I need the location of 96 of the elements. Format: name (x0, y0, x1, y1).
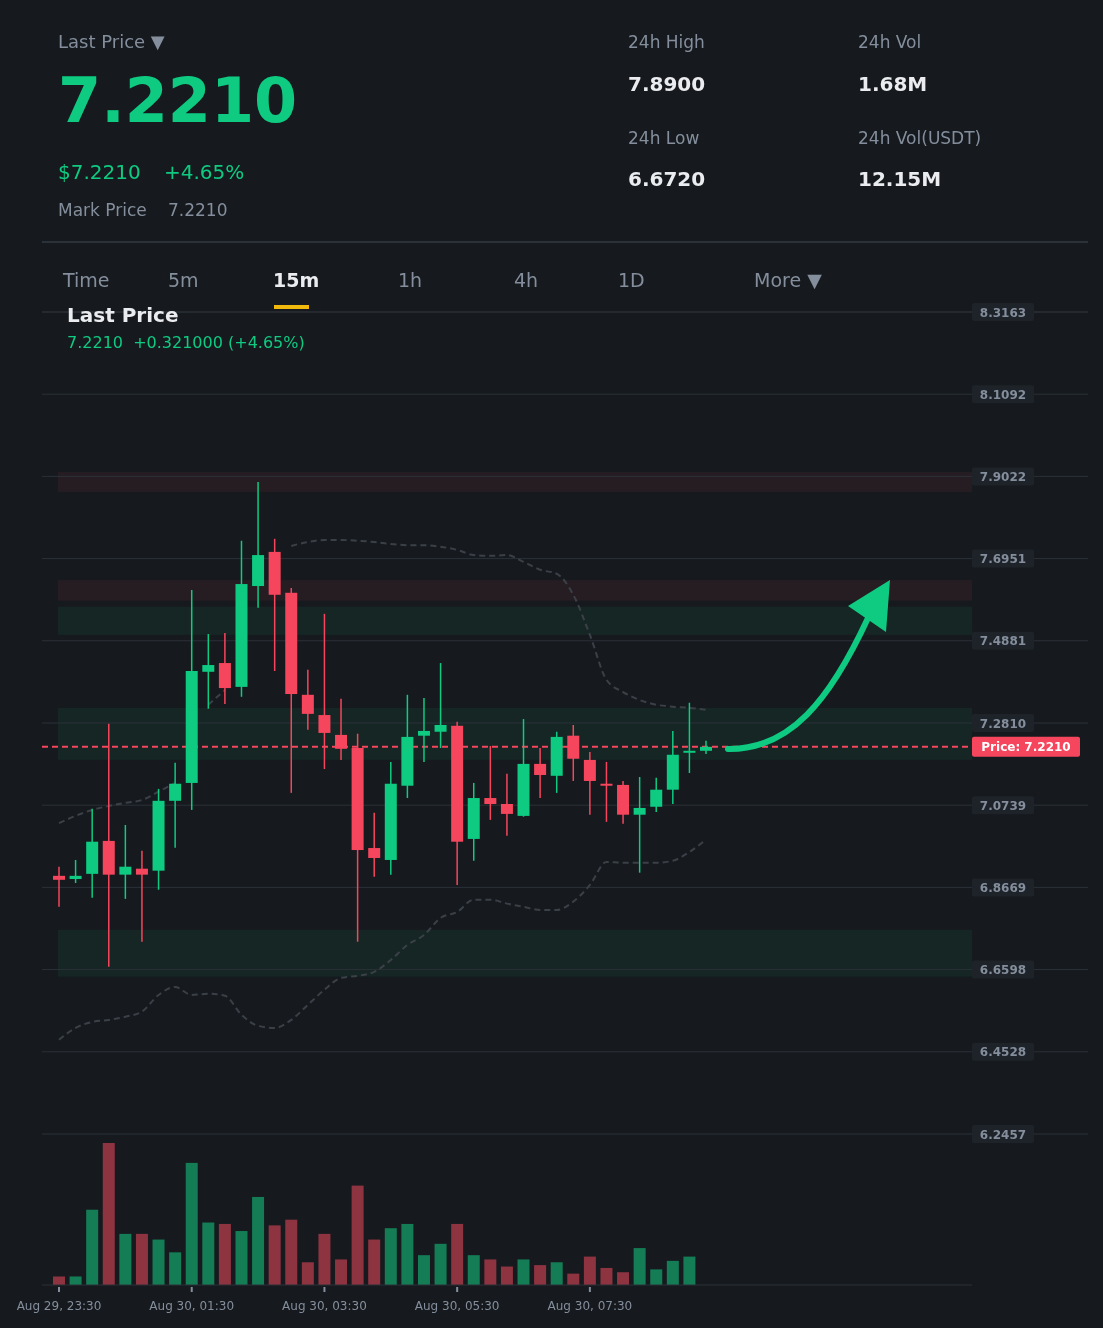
text: 7.2210 +0.321000 (+4.65%) (67, 333, 305, 352)
bar (583, 1256, 596, 1285)
bar (301, 1262, 314, 1285)
text: Time (62, 269, 110, 291)
candlestick (683, 702, 696, 774)
x-tick-label: Aug 30, 01:30 (149, 1299, 235, 1313)
bar (500, 1266, 513, 1285)
text: Last Price ▼ (58, 31, 165, 52)
candlestick (650, 777, 663, 813)
candlestick (135, 850, 148, 943)
text: 7.8900 (628, 72, 706, 96)
chart-title: Last Price (67, 303, 179, 327)
candlestick (169, 761, 182, 849)
candlestick (301, 669, 314, 731)
text: 1D (618, 269, 645, 291)
text: 24h Low (628, 128, 700, 148)
y-tick-label: 7.2810 (979, 716, 1027, 731)
y-tick-label: 8.1092 (979, 387, 1027, 402)
y-tick-label: 6.6598 (979, 963, 1027, 978)
text: 6.6720 (628, 167, 706, 191)
bar (152, 1239, 165, 1285)
bar (202, 1222, 215, 1285)
y-tick-label: 6.8669 (979, 880, 1027, 895)
bar (235, 1231, 248, 1285)
bar (401, 1223, 414, 1285)
bar (484, 1259, 497, 1285)
y-tick-label: 8.3163 (979, 305, 1027, 320)
text: 12.15M (858, 167, 942, 191)
text: 15m (273, 269, 320, 291)
y-tick-label: 6.2457 (979, 1127, 1027, 1142)
text: More ▼ (754, 269, 823, 291)
bar (417, 1255, 430, 1285)
text: +4.65% (164, 160, 245, 184)
bar (451, 1223, 464, 1285)
bar (169, 1252, 182, 1285)
candlestick (534, 747, 547, 799)
bar (285, 1219, 298, 1285)
candlestick (69, 859, 82, 884)
candlestick (500, 773, 513, 837)
text: 24h High (628, 32, 705, 52)
candlestick (583, 751, 596, 816)
y-tick-label: 7.6951 (979, 552, 1027, 567)
x-tick-label: Aug 30, 05:30 (414, 1299, 500, 1313)
bar (666, 1260, 679, 1285)
y-tick-label: 7.4881 (979, 634, 1027, 649)
bar (135, 1233, 148, 1285)
bar (218, 1223, 231, 1285)
text: 7.2210 (58, 64, 298, 137)
bar (633, 1248, 646, 1285)
candlestick (417, 697, 430, 763)
text: Mark Price (58, 200, 147, 220)
bar (335, 1259, 348, 1285)
candlestick (119, 824, 132, 900)
candlestick (600, 761, 613, 823)
ref-line-label: Price: 7.2210 (981, 740, 1071, 755)
text: 24h Vol (858, 32, 922, 52)
bar (252, 1196, 265, 1285)
candlestick (53, 865, 65, 908)
bar (268, 1225, 281, 1285)
text: 1h (398, 269, 423, 291)
bar (368, 1239, 381, 1285)
candlestick (700, 740, 712, 755)
candlestick (202, 633, 215, 710)
bar (86, 1209, 99, 1285)
bar (102, 1143, 115, 1285)
bar (683, 1256, 696, 1285)
bar (185, 1162, 198, 1285)
candlestick (434, 662, 447, 749)
bar (119, 1233, 132, 1285)
y-tick-label: 7.0739 (979, 798, 1027, 813)
y-tick-label: 6.4528 (979, 1045, 1027, 1060)
x-tick-label: Aug 29, 23:30 (16, 1299, 102, 1313)
bar (384, 1228, 397, 1285)
bar (650, 1269, 663, 1285)
bar (550, 1262, 563, 1285)
bar (517, 1259, 530, 1285)
y-tick-label: 7.9022 (979, 469, 1027, 484)
bar (69, 1276, 82, 1285)
bar (534, 1265, 547, 1285)
text: 4h (514, 269, 539, 291)
candlestick (633, 776, 646, 874)
x-tick-label: Aug 30, 03:30 (282, 1299, 367, 1313)
text: $7.2210 (58, 160, 141, 184)
text: 1.68M (858, 72, 928, 96)
bar (617, 1272, 630, 1285)
bar (351, 1185, 364, 1285)
bar (600, 1267, 613, 1285)
text: 5m (168, 269, 199, 291)
bar (53, 1276, 65, 1285)
text: 7.2210 (168, 200, 228, 220)
bar (467, 1255, 480, 1285)
bar (318, 1233, 331, 1285)
text: 24h Vol(USDT) (858, 128, 982, 148)
x-tick-label: Aug 30, 07:30 (547, 1299, 633, 1313)
bar (434, 1243, 447, 1285)
candlestick (368, 811, 381, 878)
